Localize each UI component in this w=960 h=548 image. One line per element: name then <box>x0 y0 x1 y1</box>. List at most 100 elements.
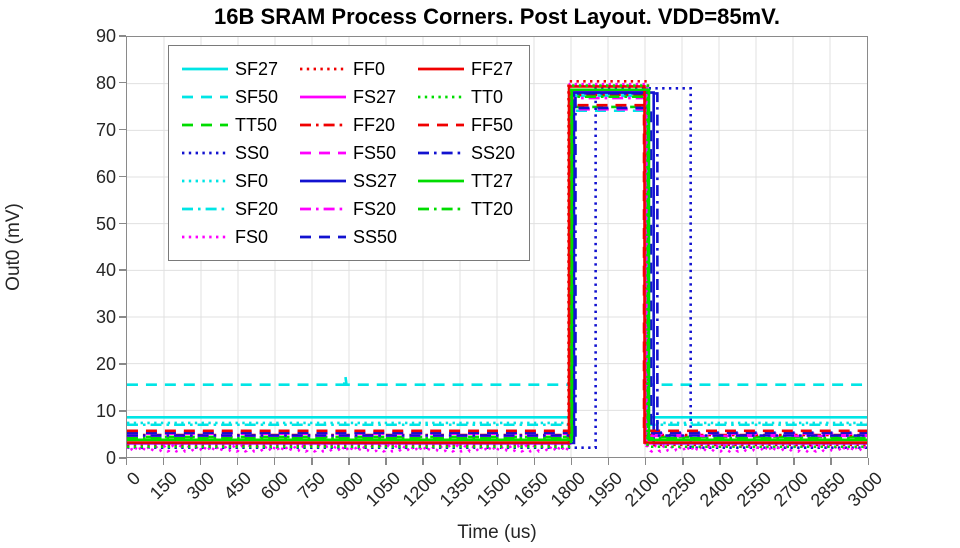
y-tick-label-0: 0 <box>105 448 116 468</box>
x-tick-mark <box>125 458 127 465</box>
x-tick-mark <box>830 458 832 465</box>
legend-label-TT20: TT20 <box>471 198 514 219</box>
legend-item-FS0: FS0 <box>181 223 281 251</box>
y-tick-mark <box>119 35 126 37</box>
legend-swatch-SF20 <box>182 207 228 211</box>
legend-label-SS20: SS20 <box>471 142 516 163</box>
series-line-TT20 <box>127 95 867 440</box>
legend-item-SF20: SF20 <box>181 195 281 223</box>
series-line-SS20 <box>127 92 867 437</box>
legend-swatch-SF0 <box>182 179 228 183</box>
legend-swatch-SF27 <box>182 67 228 71</box>
legend-label-SF0: SF0 <box>235 170 269 191</box>
legend-swatch-FS27 <box>300 95 346 99</box>
x-tick-mark <box>496 458 498 465</box>
legend-label-FF20: FF20 <box>353 114 396 135</box>
y-tick-label-90: 90 <box>95 26 116 46</box>
legend-label-TT0: TT0 <box>471 86 504 107</box>
legend-swatch-SS0 <box>182 151 228 155</box>
legend-swatch-FS0 <box>182 235 228 239</box>
legend-label-SF20: SF20 <box>235 198 279 219</box>
x-tick-mark <box>348 458 350 465</box>
x-tick-mark <box>644 458 647 465</box>
x-axis-label: Time (us) <box>457 522 537 543</box>
legend-item-SS20: SS20 <box>417 139 517 167</box>
y-tick-mark <box>119 316 126 318</box>
legend-label-SS0: SS0 <box>235 142 270 163</box>
legend-item-SF0: SF0 <box>181 167 281 195</box>
x-tick-mark <box>793 458 795 465</box>
legend-item-FS50: FS50 <box>299 139 399 167</box>
x-tick-mark <box>682 458 684 465</box>
legend-label-SF50: SF50 <box>235 86 279 107</box>
x-tick-mark <box>422 458 424 465</box>
series-line-TT27 <box>127 88 867 442</box>
y-tick-label-50: 50 <box>95 213 116 234</box>
x-tick-mark <box>607 458 610 465</box>
x-tick-mark <box>570 458 573 465</box>
series-line-FF0 <box>127 79 867 447</box>
legend-item-SS27: SS27 <box>299 167 399 195</box>
y-tick-mark <box>119 222 126 225</box>
y-tick-label-60: 60 <box>95 166 116 187</box>
chart-title: 16B SRAM Process Corners. Post Layout. V… <box>214 4 780 29</box>
x-tick-mark <box>311 458 313 465</box>
legend-swatch-SS27 <box>300 179 346 183</box>
y-axis-label: Out0 (mV) <box>3 203 24 291</box>
legend-item-FF50: FF50 <box>417 111 517 139</box>
legend-swatch-TT0 <box>418 95 464 99</box>
y-tick-label-70: 70 <box>95 119 116 140</box>
series-line-FS0 <box>127 82 867 453</box>
legend-swatch-FF0 <box>300 67 346 71</box>
x-tick-mark <box>162 458 165 465</box>
legend-label-SF27: SF27 <box>235 58 279 79</box>
legend-swatch-TT27 <box>418 179 464 183</box>
series-line-SF20 <box>127 94 867 427</box>
legend-grid: SF27 SF50 TT50 SS0 SF0 SF20 FS0 FF0 FS27 FF20 FS50… <box>181 55 517 251</box>
legend-label-FF27: FF27 <box>471 58 514 79</box>
x-tick-mark <box>236 458 239 465</box>
legend-item-FF0: FF0 <box>299 55 399 83</box>
legend-item-TT50: TT50 <box>181 111 281 139</box>
y-tick-mark <box>119 410 126 412</box>
legend-swatch-FF27 <box>418 67 464 71</box>
y-tick-mark <box>119 269 126 271</box>
legend-item-TT0: TT0 <box>417 83 517 111</box>
legend-label-FS20: FS20 <box>353 198 397 219</box>
legend-label-SS27: SS27 <box>353 170 398 191</box>
y-tick-mark <box>119 363 126 365</box>
legend-label-SS50: SS50 <box>353 226 398 247</box>
legend-label-FS50: FS50 <box>353 142 397 163</box>
y-tick-label-20: 20 <box>95 354 116 375</box>
legend-label-FS27: FS27 <box>353 86 397 107</box>
legend-item-SS50: SS50 <box>299 223 399 251</box>
legend-swatch-FF20 <box>300 123 346 127</box>
legend-label-TT27: TT27 <box>471 170 514 191</box>
legend-label-FF50: FF50 <box>471 114 514 135</box>
legend-item-TT27: TT27 <box>417 167 517 195</box>
plot-area: SF27 SF50 TT50 SS0 SF0 SF20 FS0 FF0 FS27 FF20 FS50… <box>126 36 868 458</box>
x-tick-mark <box>867 458 869 465</box>
series-line-FF50 <box>127 103 867 433</box>
y-tick-mark <box>119 128 126 131</box>
x-tick-mark <box>459 458 461 465</box>
legend-swatch-SF50 <box>182 95 228 99</box>
y-tick-label-80: 80 <box>95 72 116 93</box>
legend-item-SF50: SF50 <box>181 83 281 111</box>
legend-label-FS0: FS0 <box>235 226 269 247</box>
chart-canvas <box>127 37 867 457</box>
legend-swatch-TT20 <box>418 207 464 211</box>
x-tick-mark <box>533 458 536 465</box>
y-tick-label-40: 40 <box>95 260 116 281</box>
legend-item-FS27: FS27 <box>299 83 399 111</box>
x-tick-mark <box>199 458 202 465</box>
legend-item-SS0: SS0 <box>181 139 281 167</box>
legend-item-FF27: FF27 <box>417 55 517 83</box>
legend-swatch-FS20 <box>300 207 346 211</box>
x-tick-mark <box>719 458 721 465</box>
legend-item-FF20: FF20 <box>299 111 399 139</box>
legend-item-FS20: FS20 <box>299 195 399 223</box>
y-tick-mark <box>119 81 126 84</box>
legend-swatch-FS50 <box>300 151 346 155</box>
